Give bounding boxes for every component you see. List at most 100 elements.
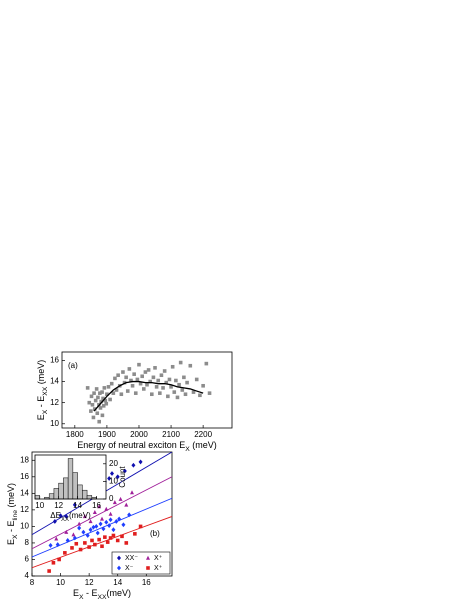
x-tick-label: 10 (35, 501, 44, 510)
x-tick-label: 14 (73, 501, 82, 510)
y-axis-title-part: X (12, 534, 19, 539)
data-point (98, 406, 103, 410)
data-point (138, 524, 143, 529)
inset-x-title-part: (meV) (69, 511, 91, 520)
data-point (169, 385, 173, 389)
y-tick-label: 10 (20, 522, 29, 531)
y-axis-title-part: (meV) (36, 360, 46, 387)
data-point (94, 524, 99, 529)
data-point (90, 538, 94, 543)
histogram-bar (77, 484, 83, 500)
data-point (108, 536, 113, 540)
data-point (47, 569, 51, 573)
data-point (115, 538, 120, 543)
data-point (107, 476, 112, 481)
data-point (72, 502, 77, 508)
data-point (119, 392, 124, 397)
data-point (72, 535, 77, 541)
data-point (88, 527, 93, 533)
x-tick-label: 14 (113, 578, 122, 587)
data-point (58, 513, 63, 519)
data-point (82, 514, 87, 519)
data-point (143, 370, 148, 374)
data-point (101, 526, 106, 532)
fit-line (32, 516, 172, 569)
data-point (93, 542, 97, 547)
y-tick-label: 4 (25, 571, 30, 580)
data-point (166, 394, 170, 399)
x-tick-label: 2100 (162, 430, 180, 439)
y-tick-label: 14 (50, 377, 59, 386)
inset-x-title: ΔEXX(meV) (50, 511, 91, 522)
data-point (108, 517, 113, 523)
x-tick-label: 12 (85, 578, 94, 587)
legend-marker (117, 555, 121, 561)
data-point (102, 386, 107, 390)
x-tick-label: 1900 (98, 430, 116, 439)
data-point (137, 362, 141, 367)
y-axis-title: EX - EXX (meV) (36, 360, 49, 421)
histogram-bar (72, 472, 78, 500)
y-axis-title-part: E (6, 539, 16, 545)
y-axis-title-part: line (12, 510, 19, 521)
fit-line (32, 476, 172, 550)
legend-label: XX⁻ (125, 555, 138, 562)
data-point (174, 378, 178, 383)
data-point (111, 391, 116, 395)
data-point (161, 386, 165, 390)
data-point (135, 377, 140, 382)
data-point (175, 395, 180, 400)
x-tick-label: 8 (30, 578, 35, 587)
data-point (97, 419, 102, 424)
data-point (177, 382, 181, 387)
data-point (55, 542, 60, 547)
y-axis-title-part: XX (42, 386, 49, 396)
y-tick-label: 0 (109, 494, 114, 503)
data-point (131, 462, 136, 468)
legend-marker (117, 565, 121, 571)
data-point (116, 373, 120, 378)
data-point (64, 514, 69, 519)
data-point (153, 366, 157, 370)
data-point (127, 512, 132, 518)
data-point (133, 391, 138, 395)
data-point (94, 387, 99, 391)
data-point (145, 382, 149, 387)
y-tick-label: 16 (20, 472, 29, 481)
data-point (118, 496, 123, 501)
data-point (97, 504, 102, 509)
legend-label: X⁻ (125, 565, 134, 572)
data-point (89, 409, 93, 413)
x-axis-title: EX - EXX(meV) (73, 588, 131, 599)
data-point (111, 533, 116, 538)
inset-x-title-part: ΔE (50, 511, 61, 520)
x-axis-title-part: (meV) (190, 440, 217, 450)
data-point (85, 386, 90, 390)
data-point (64, 529, 69, 534)
x-tick-label: 12 (54, 501, 63, 510)
data-point (83, 541, 87, 545)
x-axis-title-part: (meV) (107, 588, 132, 598)
panel-label: (a) (68, 361, 78, 370)
x-axis-title: Energy of neutral exciton EX (meV) (77, 440, 217, 453)
data-point (100, 390, 104, 394)
data-point (105, 540, 110, 544)
data-point (78, 547, 83, 552)
data-point (124, 375, 128, 380)
data-point (96, 395, 100, 400)
y-tick-label: 16 (50, 356, 59, 365)
data-point (146, 368, 151, 372)
data-point (100, 544, 104, 549)
y-axis-title-part: - E (6, 520, 16, 534)
data-point (89, 394, 94, 399)
data-point (120, 534, 124, 539)
data-point (91, 524, 96, 530)
data-point (162, 369, 167, 373)
data-point (170, 364, 175, 369)
data-point (112, 500, 117, 505)
data-point (154, 385, 159, 389)
plot-frame (61, 351, 233, 429)
panel-label: (b) (150, 529, 160, 538)
x-tick-label: 16 (142, 578, 151, 587)
data-point (74, 541, 79, 546)
